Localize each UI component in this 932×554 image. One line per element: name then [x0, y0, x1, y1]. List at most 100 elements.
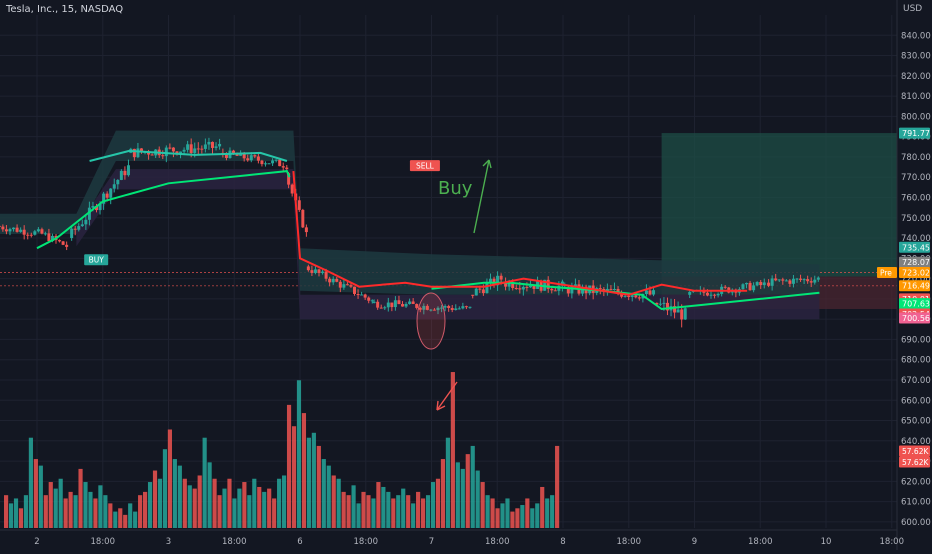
price-badge-text: 723.02 [902, 268, 930, 277]
candle-body [755, 282, 759, 286]
candle-body [4, 229, 8, 232]
candle-body [447, 306, 451, 309]
volume-bar [465, 454, 470, 528]
candle-body [418, 307, 422, 310]
volume-bar [401, 488, 406, 528]
candle-body [132, 148, 136, 158]
price-badge-text: 716.49 [902, 282, 930, 291]
candle-body [119, 170, 123, 180]
candle-body [235, 153, 239, 156]
candle-body [297, 200, 301, 210]
candle-body [182, 149, 186, 152]
volume-bar [296, 380, 302, 528]
price-badge-text: 700.56 [902, 314, 930, 323]
candle-body [383, 307, 387, 309]
candle-body [193, 148, 197, 153]
candle-body [263, 163, 267, 165]
time-tick-label: 18:00 [617, 537, 642, 547]
volume-bar [167, 429, 172, 528]
price-tick-label: 720.00 [901, 275, 931, 285]
target-zone [661, 133, 932, 277]
candle-body [425, 305, 429, 310]
candle-body [436, 307, 440, 311]
candle-body [777, 279, 781, 281]
candle-body [566, 287, 570, 294]
volume-bar [545, 498, 550, 528]
candle-body [29, 234, 33, 236]
candle-body [415, 303, 419, 308]
candle-body [504, 282, 508, 287]
price-badge-text: 707.63 [902, 300, 930, 309]
price-tick-label: 690.00 [901, 335, 931, 345]
candle-body [630, 295, 634, 297]
volume-bar [68, 491, 73, 528]
candle-body [745, 282, 749, 285]
candle-body [390, 302, 394, 308]
candle-body [376, 301, 380, 308]
price-tick-label: 640.00 [901, 437, 931, 447]
candle-body [759, 282, 763, 286]
candle-body [126, 165, 130, 176]
price-badge-text: 728.07 [902, 258, 930, 267]
volume-bar [33, 459, 38, 528]
candle-body [50, 235, 54, 242]
volume-bar [212, 478, 217, 528]
candle-body [345, 284, 349, 286]
candle-body [12, 227, 16, 230]
candle-body [161, 155, 165, 157]
volume-bar [78, 468, 83, 528]
candle-body [432, 309, 436, 311]
candle-body [356, 294, 360, 296]
candle-body [116, 179, 120, 185]
candle-body [260, 160, 264, 165]
volume-bar [8, 503, 14, 528]
volume-bar [277, 478, 282, 528]
volume-bar [321, 459, 326, 528]
red-arrow-head [436, 400, 446, 411]
volume-bar [366, 495, 371, 528]
sell-signal-label: SELL [409, 160, 440, 172]
volume-bar [128, 503, 133, 528]
price-tick-label: 740.00 [901, 234, 931, 244]
volume-bar [515, 508, 520, 528]
candle-body [401, 304, 405, 307]
candle-body [781, 279, 785, 281]
price-badge-box [899, 298, 930, 310]
candle-body [123, 170, 127, 176]
candle-body [310, 270, 314, 273]
price-tick-label: 810.00 [901, 92, 931, 102]
volume-bar [555, 445, 560, 528]
candle-body [214, 146, 218, 148]
candle-body [370, 300, 374, 302]
volume-layer [4, 372, 560, 528]
volume-bar [138, 495, 143, 528]
candle-body [301, 209, 305, 228]
candle-body [468, 306, 472, 308]
candle-body [605, 288, 609, 291]
candle-body [662, 302, 666, 304]
candle-body [788, 280, 792, 284]
candle-body [454, 308, 458, 311]
volume-bar [123, 514, 128, 528]
volume-bar [282, 475, 287, 528]
volume-bar [38, 465, 43, 528]
price-badge-box [899, 266, 930, 278]
candle-body [429, 309, 433, 311]
candle-body [652, 290, 656, 295]
candle-body [496, 275, 500, 286]
band-layer [0, 130, 820, 320]
sell-signal-box [409, 160, 440, 172]
candle-body [338, 281, 342, 288]
price-badge: 723.02 Pre [877, 266, 930, 278]
candle-body [723, 286, 727, 288]
volume-bar [346, 495, 351, 528]
candle-body [550, 288, 554, 291]
volume-badge-text: 57.62K [902, 458, 929, 467]
volume-bar [425, 495, 431, 528]
volume-bar [93, 498, 98, 528]
price-tick-label: 600.00 [901, 518, 931, 528]
candle-body [644, 290, 648, 294]
candle-body [278, 159, 282, 167]
